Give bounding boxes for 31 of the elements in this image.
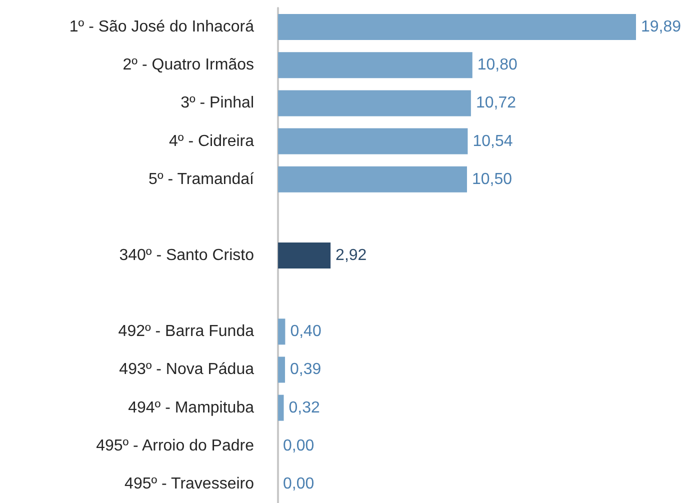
data-label: 0,39 <box>290 361 322 378</box>
y-tick-label: 494º - Mampituba <box>128 399 254 416</box>
bar <box>278 318 286 345</box>
y-tick-label: 2º - Quatro Irmãos <box>122 56 254 74</box>
y-tick-label: 4º - Cidreira <box>169 132 254 150</box>
bar <box>278 166 467 192</box>
data-label: 10,54 <box>472 132 513 150</box>
bar <box>278 242 331 268</box>
data-label: 10,72 <box>476 94 516 112</box>
bar <box>278 128 468 154</box>
data-label: 0,00 <box>283 475 314 492</box>
y-tick-label: 495º - Arroio do Padre <box>96 437 254 454</box>
bar <box>278 14 636 40</box>
data-label: 0,32 <box>288 399 320 416</box>
bar <box>278 394 284 421</box>
y-tick-label: 3º - Pinhal <box>180 94 254 112</box>
y-tick-label: 340º - Santo Cristo <box>119 247 254 264</box>
y-tick-label: 493º - Nova Pádua <box>119 361 254 378</box>
data-label: 2,92 <box>336 247 367 264</box>
data-label: 19,89 <box>641 18 682 36</box>
bar <box>278 52 472 78</box>
bar <box>278 90 471 116</box>
data-label: 0,00 <box>283 437 314 454</box>
data-label: 10,50 <box>472 170 512 188</box>
y-tick-label: 492º - Barra Funda <box>118 323 254 340</box>
y-tick-label: 495º - Travesseiro <box>124 475 254 492</box>
y-tick-label: 1º - São José do Inhacorá <box>69 18 254 36</box>
bar <box>278 356 286 383</box>
y-tick-label: 5º - Tramandaí <box>148 170 255 188</box>
data-label: 0,40 <box>290 323 322 340</box>
data-label: 10,80 <box>477 56 518 74</box>
